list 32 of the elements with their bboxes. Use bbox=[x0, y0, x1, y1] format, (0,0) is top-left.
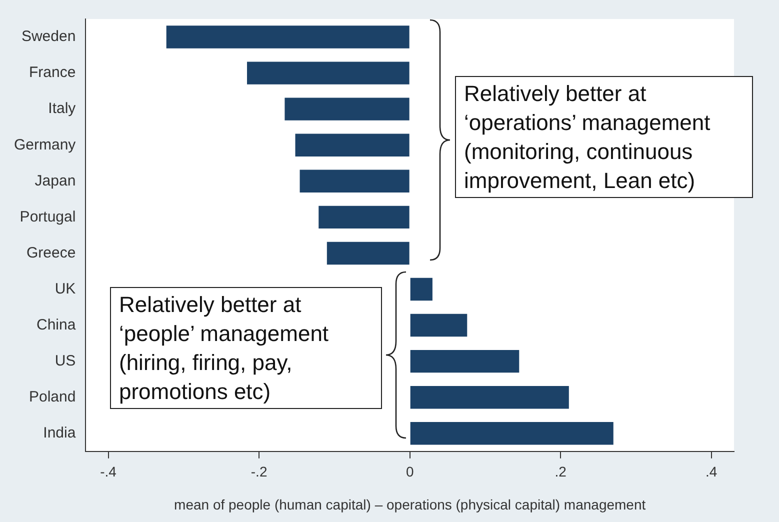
x-tick-label: 0 bbox=[406, 464, 414, 480]
bar bbox=[326, 242, 410, 265]
x-tick-label: .2 bbox=[554, 464, 567, 480]
x-axis-title: mean of people (human capital) – operations (physical capital) management bbox=[174, 496, 646, 512]
bar bbox=[410, 314, 468, 337]
annotation: Relatively better at ‘people’ management (hiring, firing, pay, promotions etc) bbox=[110, 287, 382, 409]
bar bbox=[247, 62, 410, 84]
bar bbox=[410, 422, 614, 445]
y-tick-label: Poland bbox=[28, 388, 76, 406]
bar bbox=[166, 26, 410, 48]
y-tick-label: Italy bbox=[48, 100, 76, 118]
y-tick-label: UK bbox=[54, 280, 76, 298]
bar bbox=[410, 386, 569, 409]
y-tick-label: Portugal bbox=[20, 208, 76, 226]
y-tick-label: Japan bbox=[34, 172, 76, 190]
y-tick-label: Germany bbox=[14, 136, 76, 154]
y-tick-label: India bbox=[43, 424, 76, 442]
y-tick-label: China bbox=[36, 316, 76, 334]
x-tick-label: -.4 bbox=[100, 464, 117, 480]
y-tick-label: France bbox=[28, 64, 76, 82]
x-tick-label: -.2 bbox=[250, 464, 268, 480]
bar bbox=[410, 350, 520, 373]
y-tick-label: Sweden bbox=[21, 28, 76, 46]
bar bbox=[318, 206, 410, 229]
y-tick-label: Greece bbox=[26, 244, 76, 262]
annotation: Relatively better at ‘operations’ management (monitoring, continuous improvement, Lean etc) bbox=[455, 76, 753, 198]
y-tick-label: US bbox=[54, 352, 76, 370]
bar bbox=[284, 98, 410, 120]
bar bbox=[300, 170, 410, 192]
x-tick-label: .4 bbox=[706, 464, 718, 480]
bar bbox=[295, 134, 410, 156]
bar bbox=[410, 278, 432, 301]
